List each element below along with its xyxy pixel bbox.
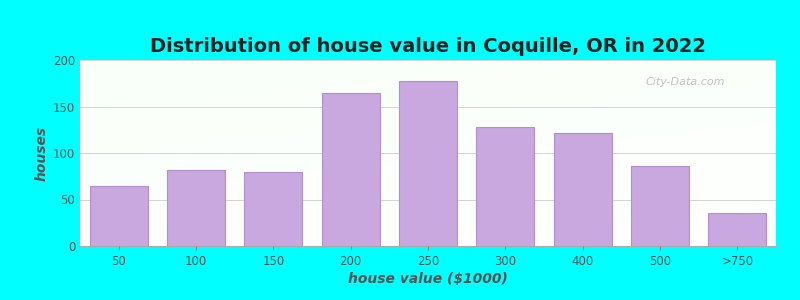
Bar <box>322 92 380 246</box>
Y-axis label: houses: houses <box>34 125 49 181</box>
X-axis label: house value ($1000): house value ($1000) <box>348 272 508 286</box>
Bar <box>399 81 457 246</box>
Bar <box>708 214 766 246</box>
Bar <box>167 170 225 246</box>
Bar <box>90 185 148 246</box>
Bar <box>476 127 534 246</box>
Title: Distribution of house value in Coquille, OR in 2022: Distribution of house value in Coquille,… <box>150 37 706 56</box>
Bar <box>554 133 612 246</box>
Text: City-Data.com: City-Data.com <box>646 77 726 87</box>
Bar <box>244 172 302 246</box>
Bar <box>631 166 689 246</box>
